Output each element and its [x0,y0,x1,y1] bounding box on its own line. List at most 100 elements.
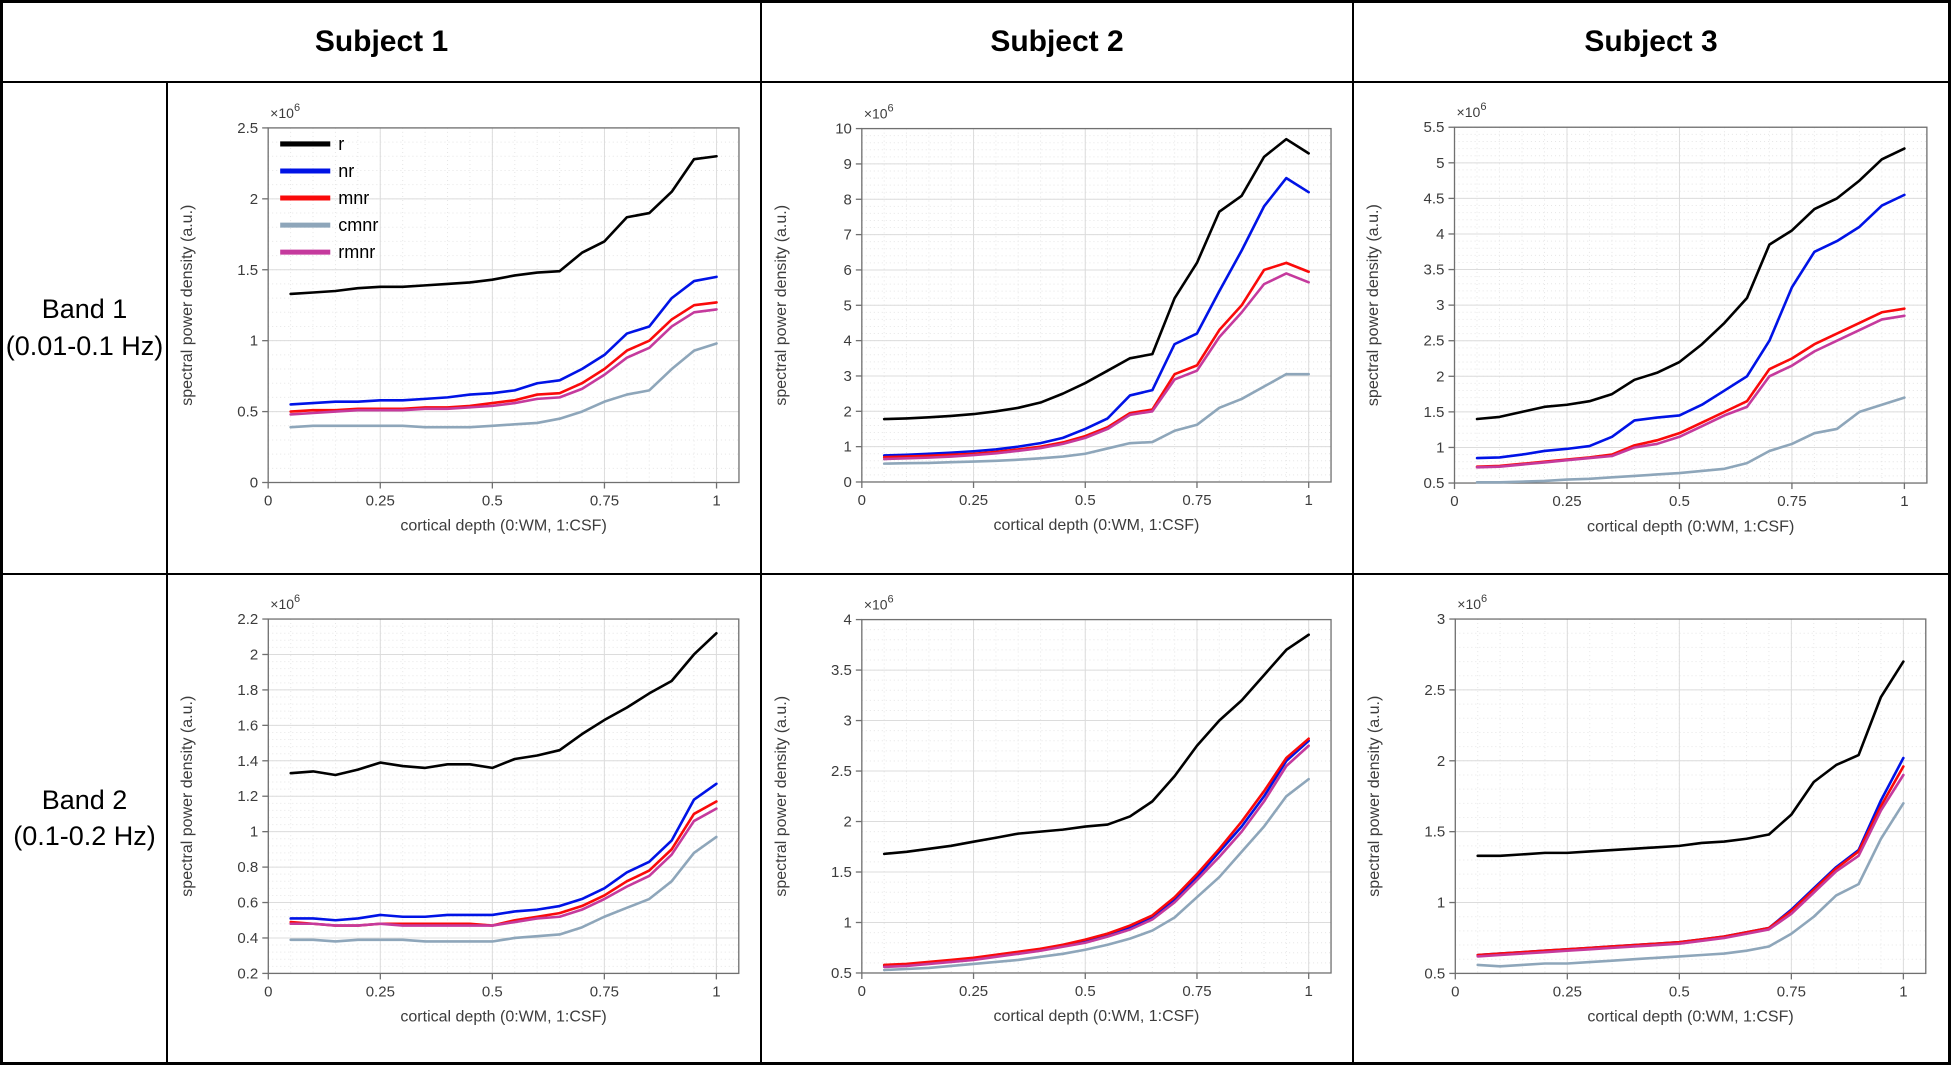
band-name: Band 2 [41,784,128,815]
y-tick-label: 7 [844,227,852,244]
x-tick-label: 0.25 [366,983,395,1000]
y-tick-label: 6 [844,262,852,279]
series-line-rmnr [1476,773,1905,958]
y-tick-label: 3.5 [1424,262,1445,279]
y-tick-label: 1 [844,439,852,456]
x-tick-label: 0.5 [1075,492,1096,509]
series-line-cmnr [882,372,1310,465]
axes-box [861,127,1332,483]
y-tick-label: 0 [250,475,258,492]
axes-box [267,127,740,484]
y-tick-label: 2.2 [237,611,258,628]
x-tick-label: 0 [858,982,866,999]
x-axis-label: cortical depth (0:WM, 1:CSF) [400,1008,606,1025]
plot-subject3-band1: 0 0.25 0.5 0.75 1 0.5 1 1.5 2 2.5 3 3.5 4 4.5 5 5.5 ×106… [1352,83,1948,573]
y-tick-label: 4.5 [1424,190,1445,207]
x-tick-label: 0.5 [482,493,503,510]
y-tick-label: 2.5 [237,120,258,137]
x-axis-label: cortical depth (0:WM, 1:CSF) [993,1007,1199,1024]
series-line-cmnr [289,342,718,429]
x-tick-label: 0.75 [1777,493,1806,510]
y-tick-label: 2 [844,403,852,420]
y-tick-label: 8 [844,191,852,208]
y-tick-label: 1.5 [831,864,852,881]
major-grid [1454,126,1927,484]
x-tick-label: 1 [1305,982,1313,999]
x-tick-label: 0.75 [1777,983,1806,1000]
x-tick-label: 0 [264,983,272,1000]
legend-label-cmnr: cmnr [338,215,378,235]
x-tick-label: 1 [1305,492,1313,509]
legend: r nr mnr cmnr rmnr [280,134,378,262]
y-tick-label: 1.5 [237,262,258,279]
x-tick-label: 1 [1900,493,1908,510]
legend-label-mnr: mnr [338,188,369,208]
y-tick-label: 0.5 [1424,475,1445,492]
y-tick-label: 2.5 [1424,333,1445,350]
series-line-rmnr [289,806,718,927]
x-axis-label: cortical depth (0:WM, 1:CSF) [400,517,606,535]
y-tick-label: 1.5 [1424,404,1445,421]
line-chart-svg: 0 0.25 0.5 0.75 1 0.2 0.4 0.6 0.8 1 1.2 1.4 1.6 1.8 2 2… [179,593,740,1025]
x-tick-label: 0.25 [959,492,988,509]
y-tick-label: 2 [250,191,258,208]
series-line-nr [1475,193,1906,460]
series-line-mnr [882,261,1310,459]
y-tick-label: 1.4 [237,752,258,769]
x-tick-label: 0.25 [1552,493,1581,510]
axes-box [267,617,740,974]
series-line-r [289,154,718,296]
y-tick-label: 1 [250,823,258,840]
band-range: (0.1-0.2 Hz) [13,821,156,852]
x-tick-label: 0.25 [959,982,988,999]
y-axis-label: spectral power density (a.u.) [179,695,196,896]
x-tick-label: 0.5 [1075,982,1096,999]
y-tick-label: 2 [250,646,258,663]
series-line-rmnr [882,743,1310,968]
legend-label-rmnr: rmnr [338,242,375,262]
y-tick-label: 1 [250,333,258,350]
major-grid [861,128,1332,483]
y-axis-exponent: ×106 [864,593,894,612]
series-line-nr [289,782,718,922]
plot-subject2-band1: 0 0.25 0.5 0.75 1 0 1 2 3 4 5 6 7 8 9 10 ×106 cortical de… [760,83,1352,573]
x-tick-label: 0.5 [1669,493,1690,510]
legend-label-nr: nr [338,161,354,181]
y-tick-label: 0.8 [237,859,258,876]
line-chart-svg: 0 0.25 0.5 0.75 1 0.5 1 1.5 2 2.5 3 ×106 cortical de… [1366,593,1927,1025]
x-tick-label: 0.75 [1182,982,1211,999]
y-tick-label: 2 [1436,368,1444,385]
series-line-nr [882,176,1310,457]
tick-marks [262,617,718,979]
y-tick-label: 9 [844,156,852,173]
y-tick-label: 2.5 [831,763,852,780]
x-tick-label: 1 [712,493,720,510]
y-axis-exponent: ×106 [1457,593,1487,612]
series-line-r [882,137,1310,421]
y-tick-label: 1.5 [1424,823,1445,840]
y-tick-label: 0.5 [831,964,852,981]
plot-subject3-band2: 0 0.25 0.5 0.75 1 0.5 1 1.5 2 2.5 3 ×106 cortical de… [1352,572,1948,1062]
y-axis-label: spectral power density (a.u.) [1366,695,1383,896]
y-tick-label: 3 [844,368,852,385]
band-range: (0.01-0.1 Hz) [5,330,164,361]
y-tick-label: 1 [1436,439,1444,456]
y-tick-label: 2.5 [1424,681,1445,698]
x-tick-label: 0.5 [482,983,503,1000]
y-tick-label: 1.2 [237,788,258,805]
y-tick-label: 1.8 [237,681,258,698]
tick-marks [1448,126,1906,490]
x-tick-label: 0 [1451,983,1459,1000]
y-axis-label: spectral power density (a.u.) [1364,204,1382,406]
series-line-nr [1476,756,1905,956]
series-line-r [882,632,1310,855]
x-tick-label: 0 [858,492,866,509]
x-axis-label: cortical depth (0:WM, 1:CSF) [1587,1008,1793,1025]
y-tick-label: 3 [1436,297,1444,314]
series-line-rmnr [1475,314,1906,469]
x-tick-label: 0.75 [1182,492,1211,509]
y-tick-label: 0.4 [237,929,258,946]
tick-marks [855,618,1310,979]
major-grid [267,127,739,484]
